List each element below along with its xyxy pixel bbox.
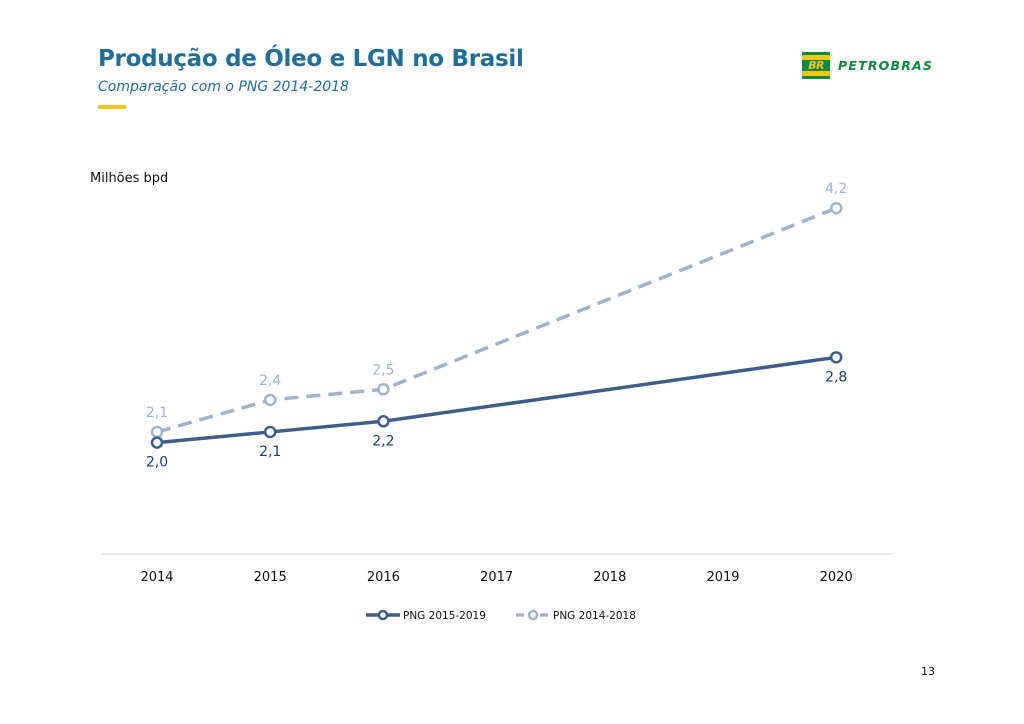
series-line-png-2014-2018	[156, 206, 837, 434]
legend-swatch-marker	[377, 609, 389, 621]
data-label: 2,4	[259, 373, 281, 389]
series-line-png-2015-2019	[156, 355, 837, 445]
data-label: 2,0	[146, 455, 168, 471]
legend-label: PNG 2014-2018	[553, 610, 636, 622]
data-point	[377, 383, 390, 396]
legend-swatch-marker	[527, 609, 539, 621]
data-point	[263, 393, 277, 407]
data-label: 4,2	[825, 181, 847, 197]
x-tick-label: 2019	[706, 570, 739, 585]
petrobras-logo: BR PETROBRAS	[802, 52, 933, 79]
page-title: Produção de Óleo e LGN no Brasil	[98, 46, 524, 72]
page-subtitle: Comparação com o PNG 2014-2018	[98, 79, 349, 95]
logo-mark-text: BR	[808, 59, 824, 72]
x-tick-label: 2015	[254, 570, 287, 585]
title-accent-bar	[98, 105, 126, 109]
logo-brand-text: PETROBRAS	[838, 58, 934, 73]
data-point	[150, 425, 164, 439]
data-point	[829, 351, 843, 364]
data-point	[377, 415, 390, 428]
x-tick-label: 2020	[820, 570, 853, 585]
x-tick-label: 2018	[593, 570, 626, 585]
data-label: 2,2	[372, 433, 394, 449]
data-point	[829, 201, 843, 215]
data-label: 2,1	[146, 405, 168, 421]
x-tick-label: 2017	[480, 570, 513, 585]
data-label: 2,1	[259, 444, 281, 460]
br-logo-mark: BR	[802, 52, 830, 79]
x-tick-label: 2014	[140, 570, 173, 585]
data-point	[150, 436, 164, 449]
y-axis-label: Milhões bpd	[90, 171, 169, 186]
legend-label: PNG 2015-2019	[403, 610, 486, 622]
data-label: 2,8	[825, 369, 847, 385]
page-number: 13	[921, 665, 935, 678]
x-tick-label: 2016	[367, 570, 400, 585]
data-point	[263, 425, 277, 439]
data-label: 2,5	[372, 362, 394, 378]
